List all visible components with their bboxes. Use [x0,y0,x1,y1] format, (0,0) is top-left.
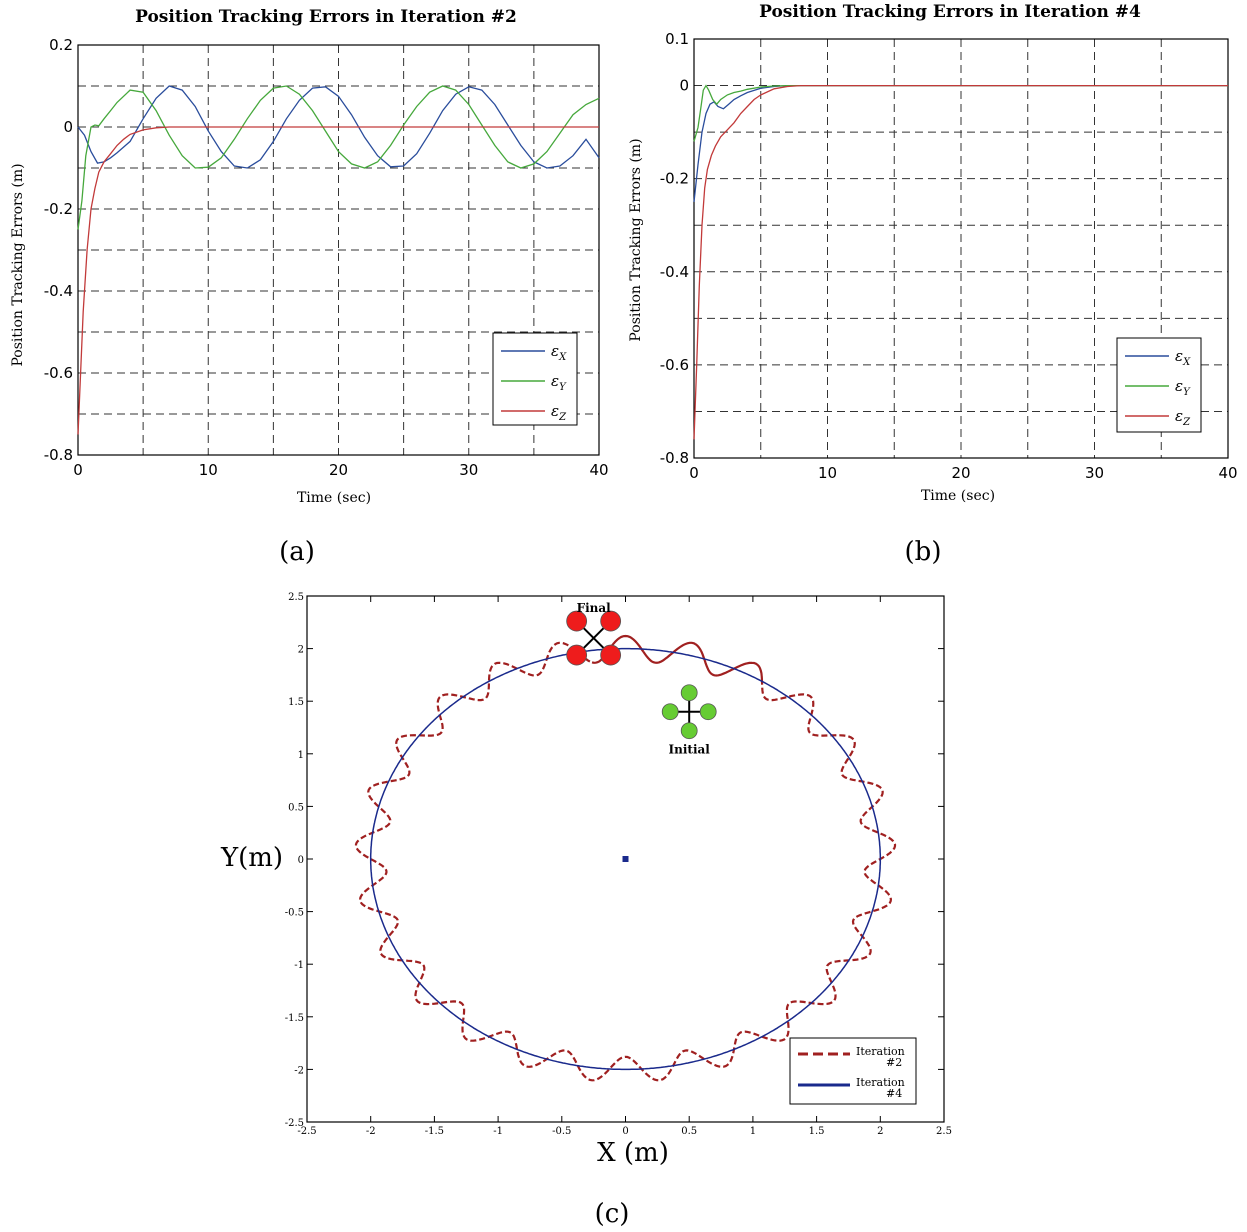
x-tick-label: 0 [622,1126,628,1137]
chart-c-x-ticks: -2.5 -2 -1.5 -1 -0.5 0 0.5 1 1.5 2 2.5 [297,596,952,1137]
y-tick-label: 2 [298,645,304,656]
chart-a-title: Position Tracking Errors in Iteration #2 [135,7,517,27]
chart-b-x-ticks: 0 10 20 30 40 [689,464,1237,482]
y-tick-label: 0 [679,77,689,95]
chart-c-x-label: X (m) [597,1138,669,1168]
chart-c-series [354,634,897,1082]
y-tick-label: 0 [298,855,304,866]
chart-c-y-ticks: 2.5 2 1.5 1 0.5 0 -0.5 -1 -1.5 -2 -2.5 [285,592,944,1129]
chart-b-y-label: Position Tracking Errors (m) [628,138,644,341]
chart-a-x-ticks: 0 10 20 30 40 [73,461,608,479]
x-tick-label: 40 [1218,464,1237,482]
center-marker [622,856,629,862]
x-tick-label: -1.5 [425,1126,444,1137]
chart-a-legend-box [492,332,578,426]
y-tick-label: 2.5 [288,592,304,603]
x-tick-label: 40 [589,461,608,479]
chart-a-y-ticks: 0.2 0 -0.2 -0.4 -0.6 -0.8 [44,36,73,464]
x-tick-label: 1 [750,1126,756,1137]
x-tick-label: 2 [877,1126,883,1137]
quadrotor-initial-icon [661,684,717,740]
chart-b-frame [693,38,1229,459]
x-tick-label: 0 [73,461,83,479]
chart-c-legend: Iteration #2 Iteration #4 [789,1037,917,1105]
y-tick-label: 1 [298,750,304,761]
x-tick-label: 10 [199,461,218,479]
chart-b-caption: (b) [905,537,942,567]
y-tick-label: -0.4 [660,263,689,281]
series-line-y [77,85,600,230]
chart-a-frame [77,44,600,456]
y-tick-label: -1.5 [285,1013,304,1024]
quadrotor-final-icon [566,610,622,666]
legend-label-dashed: Iteration #2 [856,1045,905,1069]
series-line-x [77,85,600,169]
x-tick-label: 20 [329,461,348,479]
chart-b-series [693,84,1228,440]
y-tick-label: 0.2 [49,36,73,54]
chart-a-caption: (a) [279,537,315,567]
y-tick-label: -2 [294,1065,304,1076]
chart-b-x-label: Time (sec) [921,488,995,504]
trajectory-dashed [354,634,897,1082]
y-tick-label: -0.6 [44,364,73,382]
chart-c-legend-box [789,1037,917,1105]
x-tick-label: -2 [366,1126,376,1137]
x-tick-label: 10 [818,464,837,482]
chart-a: Position Tracking Errors in Iteration #2… [10,7,609,567]
y-tick-label: -2.5 [285,1118,304,1129]
series-line-z [77,126,599,435]
chart-b: Position Tracking Errors in Iteration #4… [628,2,1238,567]
x-tick-label: -0.5 [552,1126,571,1137]
x-tick-label: 30 [1085,464,1104,482]
trajectory-solid [369,647,882,1071]
y-tick-label: 0.5 [288,802,304,813]
y-tick-label: 1.5 [288,697,304,708]
y-tick-label: -1 [294,960,304,971]
chart-b-title: Position Tracking Errors in Iteration #4 [759,2,1141,22]
chart-c: -2.5 -2 -1.5 -1 -0.5 0 0.5 1 1.5 2 2.5 2.5 2 1.5 1 0.5… [220,592,952,1229]
y-tick-label: -0.4 [44,282,73,300]
series-line-z [693,84,1228,440]
x-tick-label: 2.5 [936,1126,952,1137]
annotation-initial: Initial [669,743,711,757]
legend-label-solid: Iteration #4 [856,1076,905,1100]
y-tick-label: 0 [63,118,73,136]
y-tick-label: -0.8 [44,446,73,464]
y-tick-label: -0.2 [44,200,73,218]
x-tick-label: 20 [951,464,970,482]
chart-c-annotations: Final Initial [566,601,717,757]
y-tick-label: 0.1 [665,30,689,48]
x-tick-label: 1.5 [809,1126,825,1137]
x-tick-label: 0.5 [681,1126,697,1137]
x-tick-label: 30 [459,461,478,479]
chart-a-series [77,85,600,435]
y-tick-label: -0.6 [660,356,689,374]
y-tick-label: -0.2 [660,170,689,188]
x-tick-label: -2.5 [297,1126,316,1137]
annotation-final: Final [577,601,612,615]
chart-c-y-label: Y(m) [220,843,283,873]
y-tick-label: -0.8 [660,449,689,467]
y-tick-label: -0.5 [285,908,304,919]
x-tick-label: 0 [689,464,699,482]
chart-c-caption: (c) [595,1199,630,1229]
x-tick-label: -1 [493,1126,503,1137]
chart-a-x-label: Time (sec) [297,490,371,506]
chart-a-y-label: Position Tracking Errors (m) [10,163,26,366]
chart-b-y-ticks: 0.1 0 -0.2 -0.4 -0.6 -0.8 [660,30,689,467]
